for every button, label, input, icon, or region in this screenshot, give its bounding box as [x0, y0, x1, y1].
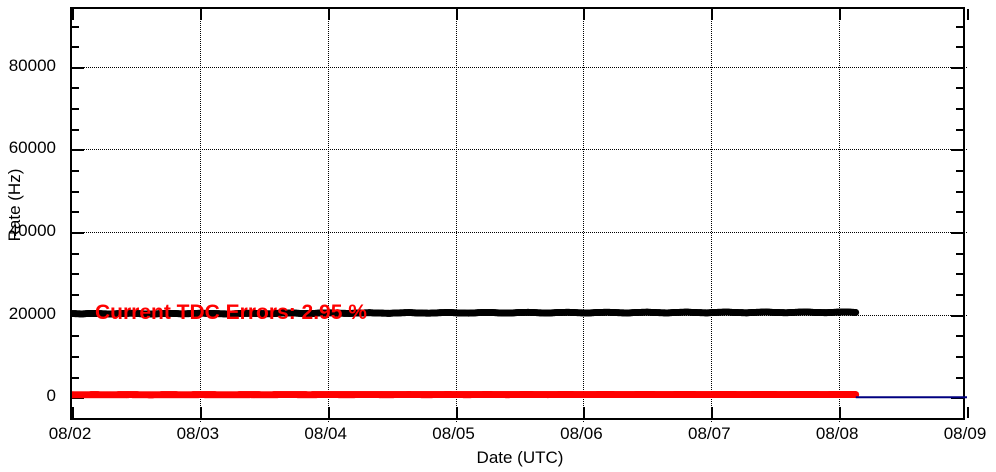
y-tick-minor — [956, 417, 963, 420]
gridline-vertical — [455, 9, 457, 422]
gridline-horizontal — [72, 66, 967, 68]
x-tick-major — [72, 9, 74, 20]
x-tick-major — [583, 407, 586, 418]
x-tick-label: 08/08 — [815, 424, 859, 443]
y-tick-minor — [956, 170, 963, 173]
x-tick-label: 08/09 — [943, 424, 987, 443]
x-tick-major — [455, 9, 458, 20]
x-tick-major — [455, 407, 458, 418]
y-tick-minor — [72, 211, 79, 214]
y-tick-minor — [956, 128, 963, 131]
x-tick-label: 08/04 — [304, 424, 347, 443]
y-tick-major — [72, 397, 84, 400]
y-tick-minor — [72, 376, 79, 379]
y-tick-major — [951, 149, 963, 152]
gridline-vertical — [711, 9, 713, 422]
x-tick-major — [839, 9, 842, 20]
x-tick-major — [199, 407, 202, 418]
series-trigger-rate — [72, 308, 860, 318]
x-tick-label: 08/02 — [48, 424, 92, 443]
y-tick-minor — [72, 108, 79, 111]
x-tick-label: 08/05 — [432, 424, 475, 443]
data-series-layer — [72, 9, 967, 422]
y-tick-major — [951, 232, 963, 235]
x-tick-major — [711, 9, 714, 20]
x-axis-title: Date (UTC) — [476, 448, 564, 467]
tdc-errors-annotation: Current TDC Errors: 2.95 % — [95, 301, 367, 324]
y-tick-minor — [72, 87, 79, 90]
x-axis-tick-labels: 08/02 08/03 08/04 08/05 08/06 08/07 08/08 08/09 — [0, 425, 996, 447]
x-tick-major — [327, 9, 330, 20]
y-tick-minor — [72, 170, 79, 173]
y-tick-major — [72, 149, 84, 152]
y-tick-minor — [72, 417, 79, 420]
y-tick-minor — [956, 108, 963, 111]
y-tick-minor — [72, 190, 79, 193]
x-tick-major — [711, 407, 714, 418]
y-tick-minor — [956, 355, 963, 358]
y-tick-minor — [956, 335, 963, 338]
gridline-vertical — [199, 9, 201, 422]
y-tick-minor — [956, 252, 963, 255]
x-tick-major — [72, 407, 74, 418]
gridline-vertical — [839, 9, 841, 422]
y-tick-minor — [72, 335, 79, 338]
y-tick-minor — [72, 355, 79, 358]
y-tick-minor — [956, 190, 963, 193]
x-tick-label: 08/07 — [688, 424, 731, 443]
y-tick-label: 60000 — [8, 138, 56, 158]
y-tick-label: 20000 — [8, 303, 56, 323]
y-tick-major — [72, 232, 84, 235]
y-tick-minor — [72, 293, 79, 296]
y-tick-minor — [72, 46, 79, 49]
y-tick-label: 40000 — [8, 221, 56, 241]
y-tick-minor — [956, 211, 963, 214]
plot-area — [70, 7, 969, 422]
gridline-horizontal — [72, 232, 967, 234]
gridline-horizontal — [72, 149, 967, 151]
y-tick-major — [951, 314, 963, 317]
y-tick-minor — [72, 252, 79, 255]
y-tick-minor — [956, 25, 963, 28]
y-tick-minor — [72, 25, 79, 28]
y-axis-tick-labels: 0 20000 40000 60000 80000 — [0, 7, 64, 420]
y-tick-minor — [956, 46, 963, 49]
gridline-vertical — [583, 9, 585, 422]
x-tick-major — [583, 9, 586, 20]
x-tick-major — [967, 407, 969, 418]
x-tick-label: 08/06 — [560, 424, 603, 443]
series-svg — [72, 308, 967, 399]
x-tick-major — [327, 407, 330, 418]
y-tick-label: 80000 — [8, 55, 56, 75]
y-tick-minor — [72, 273, 79, 276]
y-tick-major — [951, 66, 963, 69]
gridline-vertical — [327, 9, 329, 422]
x-tick-major — [839, 407, 842, 418]
y-tick-major — [72, 66, 84, 69]
y-tick-minor — [956, 273, 963, 276]
y-tick-minor — [956, 293, 963, 296]
y-tick-minor — [956, 376, 963, 379]
x-tick-major — [199, 9, 202, 20]
y-tick-label: 0 — [46, 386, 56, 406]
x-tick-major — [967, 9, 969, 20]
y-tick-minor — [956, 87, 963, 90]
x-tick-label: 08/03 — [176, 424, 220, 443]
series-tdc-error-rate — [72, 391, 860, 399]
y-tick-minor — [72, 128, 79, 131]
